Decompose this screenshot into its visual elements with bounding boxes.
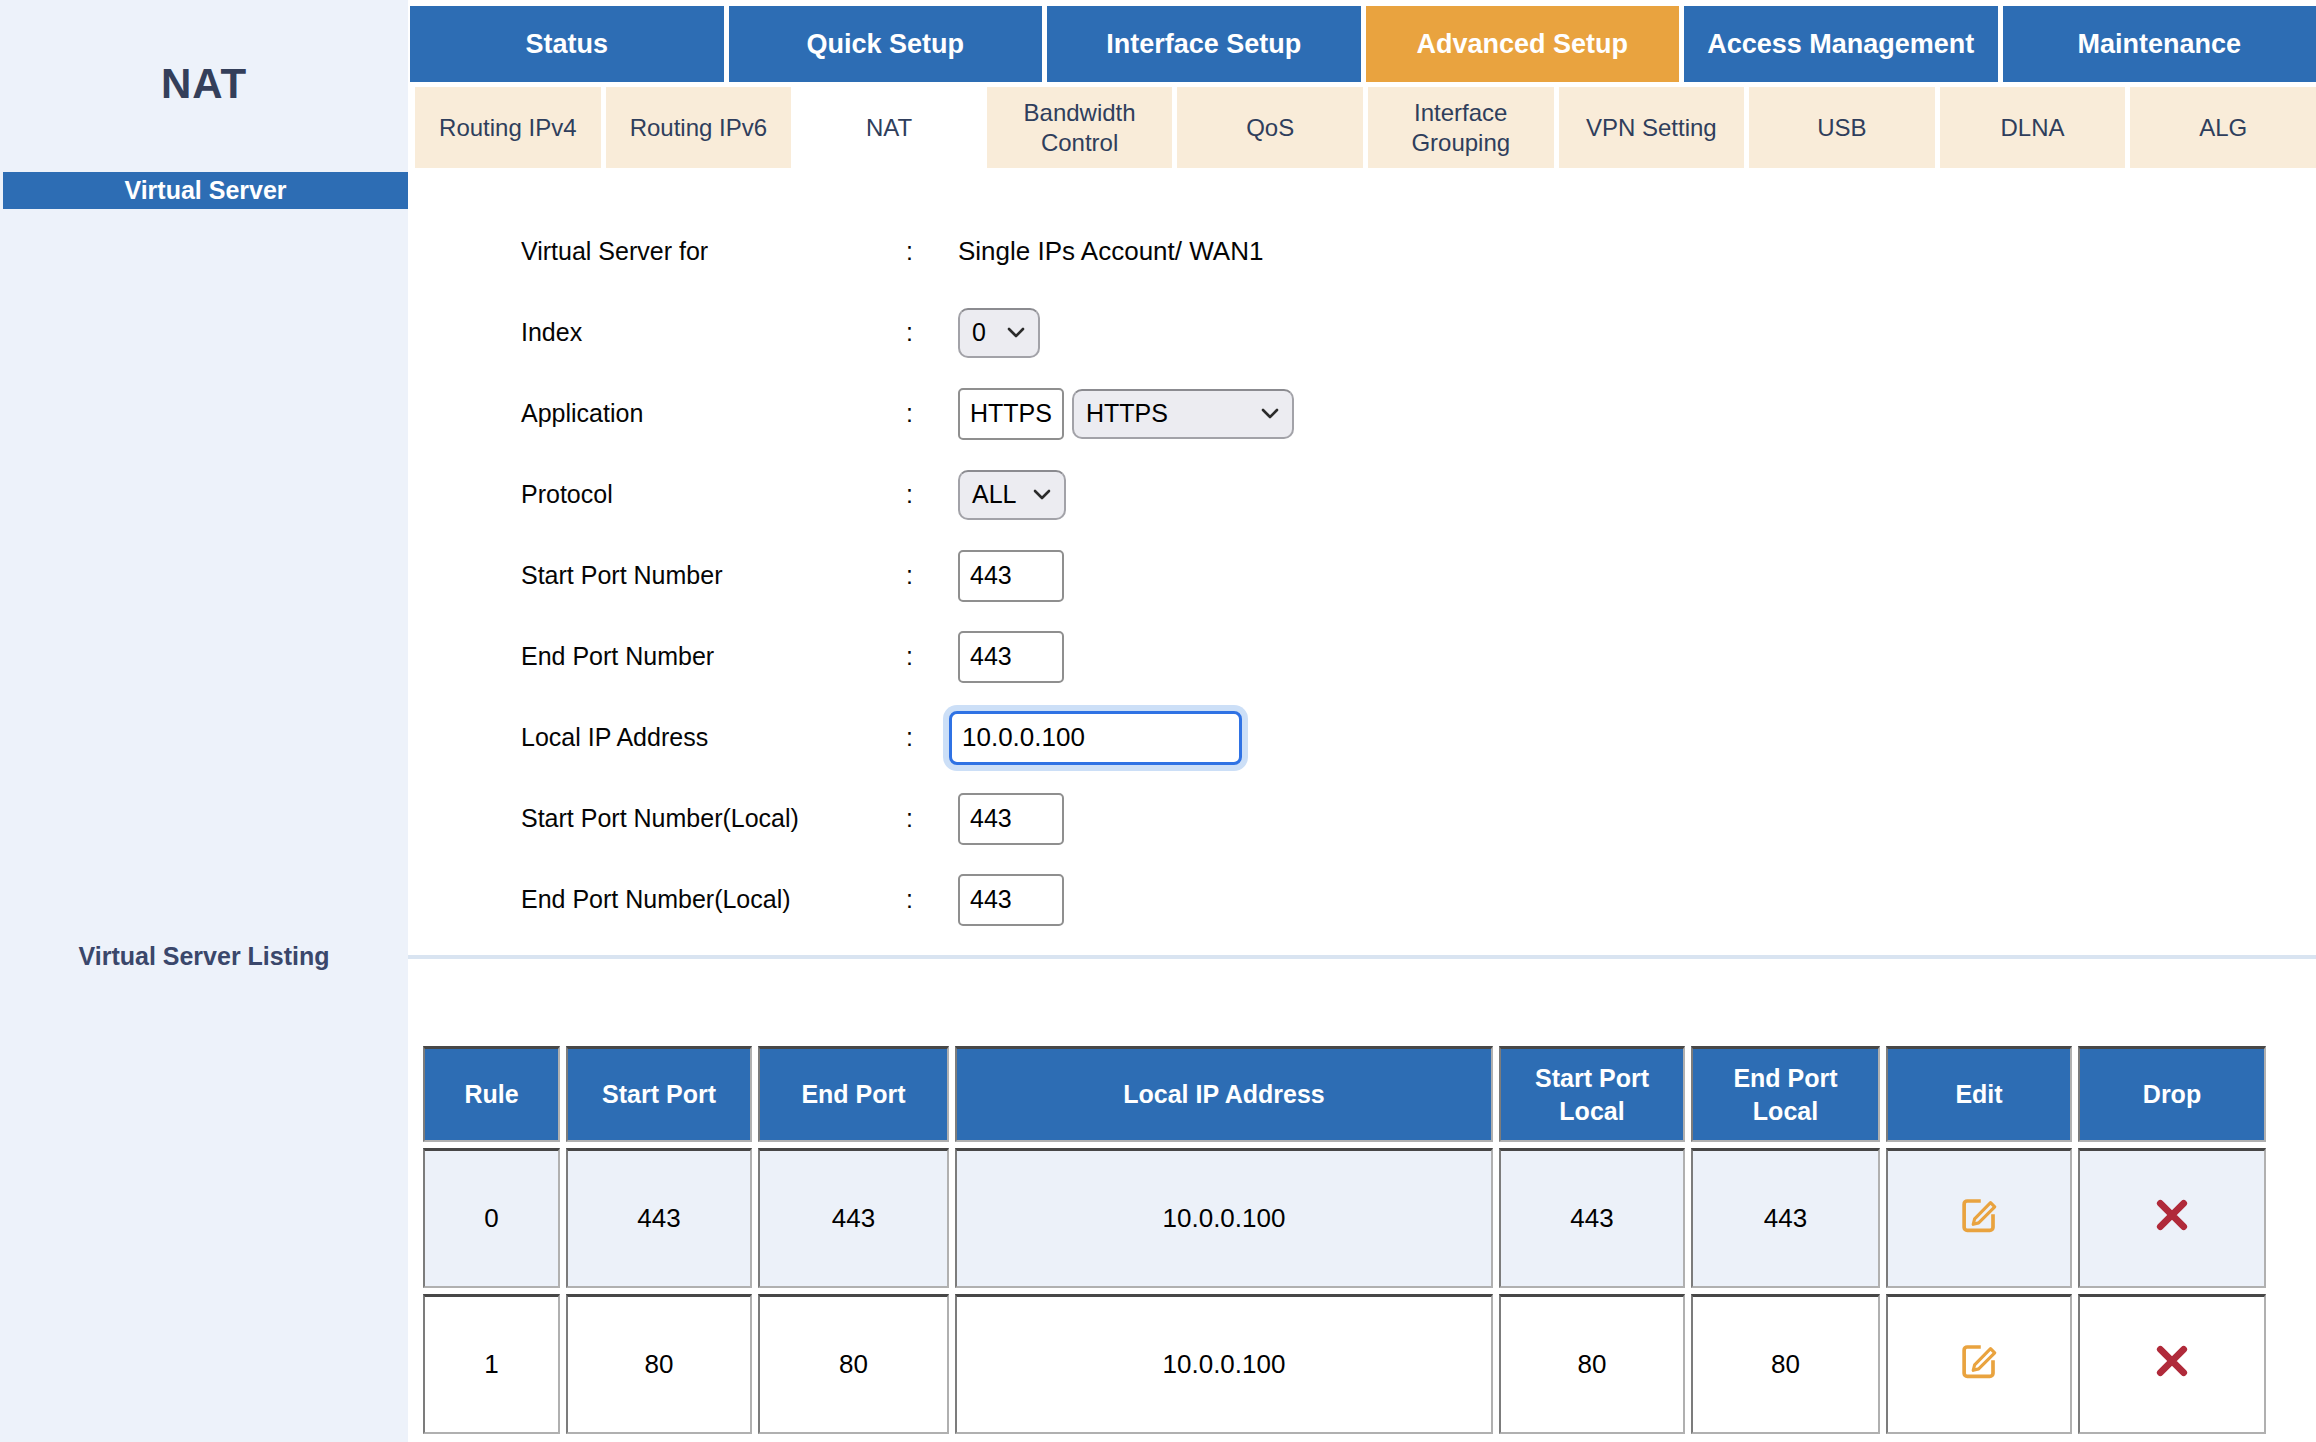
form-row-start-port-local: Start Port Number(Local) : [521,778,1921,859]
cell-local-ip: 10.0.0.100 [955,1294,1493,1434]
form-row-end-port-local: End Port Number(Local) : [521,859,1921,940]
col-header-rule: Rule [423,1046,560,1142]
subtab-routing-ipv4[interactable]: Routing IPv4 [415,87,601,168]
cell-end-port-local: 80 [1691,1294,1880,1434]
chevron-down-icon [1032,488,1052,502]
application-input[interactable] [958,388,1064,440]
cell-end-port-local: 443 [1691,1148,1880,1288]
local-ip-input[interactable] [949,711,1242,765]
tab-quick-setup[interactable]: Quick Setup [729,6,1043,82]
field-label: Start Port Number [521,561,906,590]
field-label: Local IP Address [521,723,906,752]
virtual-server-for-value: Single IPs Account/ WAN1 [958,236,1263,267]
tab-advanced-setup[interactable]: Advanced Setup [1366,6,1680,82]
cell-start-port: 443 [566,1148,752,1288]
col-header-end-port: End Port [758,1046,949,1142]
drop-icon[interactable] [2152,1195,2192,1235]
form-row-local-ip: Local IP Address : [521,697,1921,778]
cell-start-port-local: 80 [1499,1294,1685,1434]
col-header-edit: Edit [1886,1046,2072,1142]
form-row-index: Index : 0 [521,292,1921,373]
cell-rule: 1 [423,1294,560,1434]
form-row-start-port: Start Port Number : [521,535,1921,616]
field-label: Application [521,399,906,428]
page-title: NAT [0,60,408,108]
subtab-alg[interactable]: ALG [2130,87,2316,168]
subtab-usb[interactable]: USB [1749,87,1935,168]
table-row: 1 80 80 10.0.0.100 80 80 [423,1294,2266,1434]
top-navigation: Status Quick Setup Interface Setup Advan… [410,6,2316,82]
form-row-end-port: End Port Number : [521,616,1921,697]
field-label: Protocol [521,480,906,509]
sidebar-item-label: Virtual Server [124,176,286,205]
col-header-start-port: Start Port [566,1046,752,1142]
table-row: 0 443 443 10.0.0.100 443 443 [423,1148,2266,1288]
section-divider [408,955,2316,959]
sub-navigation: Routing IPv4 Routing IPv6 NAT Bandwidth … [415,87,2316,168]
cell-end-port: 443 [758,1148,949,1288]
application-select[interactable]: HTTPS [1072,389,1294,439]
tab-status[interactable]: Status [410,6,724,82]
end-port-input[interactable] [958,631,1064,683]
field-label: Virtual Server for [521,237,906,266]
cell-start-port-local: 443 [1499,1148,1685,1288]
drop-icon[interactable] [2152,1341,2192,1381]
subtab-vpn-setting[interactable]: VPN Setting [1559,87,1745,168]
tab-access-management[interactable]: Access Management [1684,6,1998,82]
subtab-dlna[interactable]: DLNA [1940,87,2126,168]
subtab-bandwidth-control[interactable]: Bandwidth Control [987,87,1173,168]
form-row-protocol: Protocol : ALL [521,454,1921,535]
cell-start-port: 80 [566,1294,752,1434]
chevron-down-icon [1006,326,1026,340]
col-header-local-ip: Local IP Address [955,1046,1493,1142]
col-header-start-port-local: Start Port Local [1499,1046,1685,1142]
cell-end-port: 80 [758,1294,949,1434]
field-label: Index [521,318,906,347]
virtual-server-listing-table: Rule Start Port End Port Local IP Addres… [417,1040,2272,1440]
subtab-routing-ipv6[interactable]: Routing IPv6 [606,87,792,168]
start-port-input[interactable] [958,550,1064,602]
field-label: Start Port Number(Local) [521,804,906,833]
table-header-row: Rule Start Port End Port Local IP Addres… [423,1046,2266,1142]
sidebar-item-virtual-server[interactable]: Virtual Server [3,172,408,209]
start-port-local-input[interactable] [958,793,1064,845]
tab-interface-setup[interactable]: Interface Setup [1047,6,1361,82]
virtual-server-listing-label: Virtual Server Listing [0,942,408,971]
nat-virtual-server-page: NAT Virtual Server Virtual Server Listin… [0,0,2316,1442]
edit-icon[interactable] [1958,1194,2000,1236]
cell-local-ip: 10.0.0.100 [955,1148,1493,1288]
form-row-virtual-server-for: Virtual Server for : Single IPs Account/… [521,211,1921,292]
virtual-server-form: Virtual Server for : Single IPs Account/… [521,211,1921,940]
sidebar: NAT Virtual Server Virtual Server Listin… [0,0,408,1442]
index-select[interactable]: 0 [958,308,1040,358]
col-header-end-port-local: End Port Local [1691,1046,1880,1142]
edit-icon[interactable] [1958,1340,2000,1382]
tab-maintenance[interactable]: Maintenance [2003,6,2316,82]
protocol-select[interactable]: ALL [958,470,1066,520]
chevron-down-icon [1260,407,1280,421]
field-label: End Port Number [521,642,906,671]
subtab-interface-grouping[interactable]: Interface Grouping [1368,87,1554,168]
cell-rule: 0 [423,1148,560,1288]
form-row-application: Application : HTTPS [521,373,1921,454]
col-header-drop: Drop [2078,1046,2266,1142]
subtab-qos[interactable]: QoS [1177,87,1363,168]
end-port-local-input[interactable] [958,874,1064,926]
subtab-nat[interactable]: NAT [796,87,982,168]
field-label: End Port Number(Local) [521,885,906,914]
